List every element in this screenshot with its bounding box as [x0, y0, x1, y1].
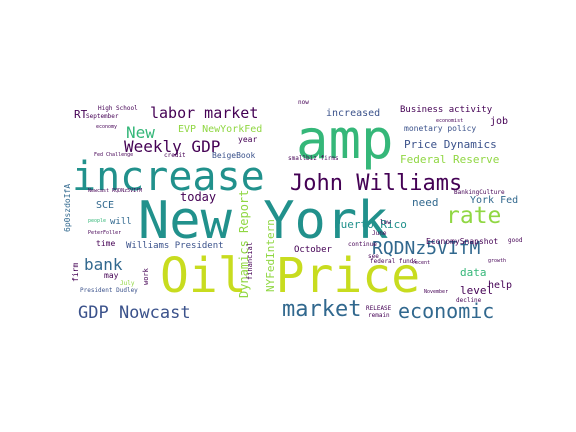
word-cloud-word: High School	[98, 105, 138, 112]
word-cloud-word: may	[104, 271, 119, 280]
word-cloud-word: market	[282, 297, 361, 322]
word-cloud-word: see	[368, 253, 379, 260]
word-cloud-word: economy	[96, 124, 117, 130]
word-cloud-word: bank	[84, 255, 123, 274]
word-cloud-word: BeigeBook	[212, 151, 256, 160]
word-cloud-word: job	[490, 116, 508, 127]
word-cloud-word: Newcast RQDNz5VIfM	[88, 188, 142, 194]
word-cloud-word: now	[298, 99, 309, 106]
word-cloud-word: amp	[296, 108, 394, 171]
word-cloud-word: July	[120, 280, 135, 287]
word-cloud-word: continue	[348, 241, 377, 248]
word-cloud-word: New	[126, 123, 155, 142]
word-cloud-word: November	[424, 289, 448, 295]
word-cloud-word: monetary policy	[404, 124, 476, 133]
word-cloud-word: economic	[398, 299, 494, 323]
word-cloud-word: financial	[246, 242, 254, 280]
word-cloud-word: firm	[71, 263, 80, 282]
word-cloud-word: RT	[74, 108, 88, 121]
word-cloud-word: need	[412, 196, 439, 209]
word-cloud-word: John Williams	[290, 171, 462, 196]
word-cloud-word: will	[110, 217, 132, 227]
word-cloud-word: BankingCulture	[454, 189, 505, 196]
word-cloud-word: EVP NewYorkFed	[178, 124, 262, 135]
word-cloud-word: October	[294, 245, 333, 255]
word-cloud-word: President Dudley	[80, 287, 138, 294]
word-cloud-word: Oil Price	[160, 248, 420, 304]
word-cloud-word: Puerto Rico	[334, 218, 407, 231]
word-cloud-word: today	[180, 190, 216, 204]
word-cloud-word: Business activity	[400, 105, 493, 115]
word-cloud-word: Williams President	[126, 241, 224, 251]
word-cloud-word: recent	[412, 260, 430, 266]
word-cloud-word: RQDNz5VIfM	[372, 238, 481, 259]
word-cloud-word: September	[86, 113, 119, 120]
word-cloud-word: time	[96, 239, 115, 248]
word-cloud-word: increased	[326, 108, 380, 119]
word-cloud-word: labor market	[150, 104, 258, 122]
word-cloud-word: low	[380, 219, 391, 226]
word-cloud-word: economist	[436, 118, 463, 124]
word-cloud-word: York Fed	[470, 195, 518, 206]
word-cloud-word: people	[88, 218, 106, 224]
word-cloud-word: 6p0szdoIfA	[63, 184, 72, 232]
word-cloud-word: June	[372, 230, 387, 237]
word-cloud-word: credit	[164, 152, 186, 159]
word-cloud-word: rate	[446, 203, 501, 229]
word-cloud-word: data	[460, 266, 487, 279]
word-cloud-word: level	[460, 284, 493, 297]
word-cloud-word: Dynamics Report	[237, 190, 251, 298]
word-cloud-word: work	[142, 267, 150, 285]
word-cloud-word: Weekly GDP	[124, 137, 220, 156]
word-cloud-word: RELEASE	[366, 305, 392, 312]
word-cloud-word: GDP Nowcast	[78, 303, 191, 323]
word-cloud-word: Price Dynamics	[404, 138, 497, 151]
word-cloud-word: remain	[368, 312, 390, 319]
word-cloud-word: help	[488, 280, 512, 291]
word-cloud-word: decline	[456, 297, 482, 304]
word-cloud-word: Federal Reserve	[400, 153, 499, 166]
word-cloud-word: federal funds	[370, 258, 417, 265]
word-cloud-word: year	[238, 135, 257, 144]
word-cloud-word: SCE	[96, 200, 114, 211]
word-cloud-word: smallbiz firms	[288, 155, 339, 162]
word-cloud-word: increase	[72, 154, 265, 200]
word-cloud-word: growth	[488, 258, 506, 264]
word-cloud-word: good	[508, 237, 523, 244]
word-cloud-word: EconomySnapshot	[426, 237, 498, 246]
word-cloud-word: Fed Challenge	[94, 152, 133, 158]
word-cloud-word: NYFedIntern	[264, 219, 277, 292]
word-cloud-word: New York	[138, 191, 388, 251]
word-cloud-word: PeterFoller	[88, 230, 121, 236]
